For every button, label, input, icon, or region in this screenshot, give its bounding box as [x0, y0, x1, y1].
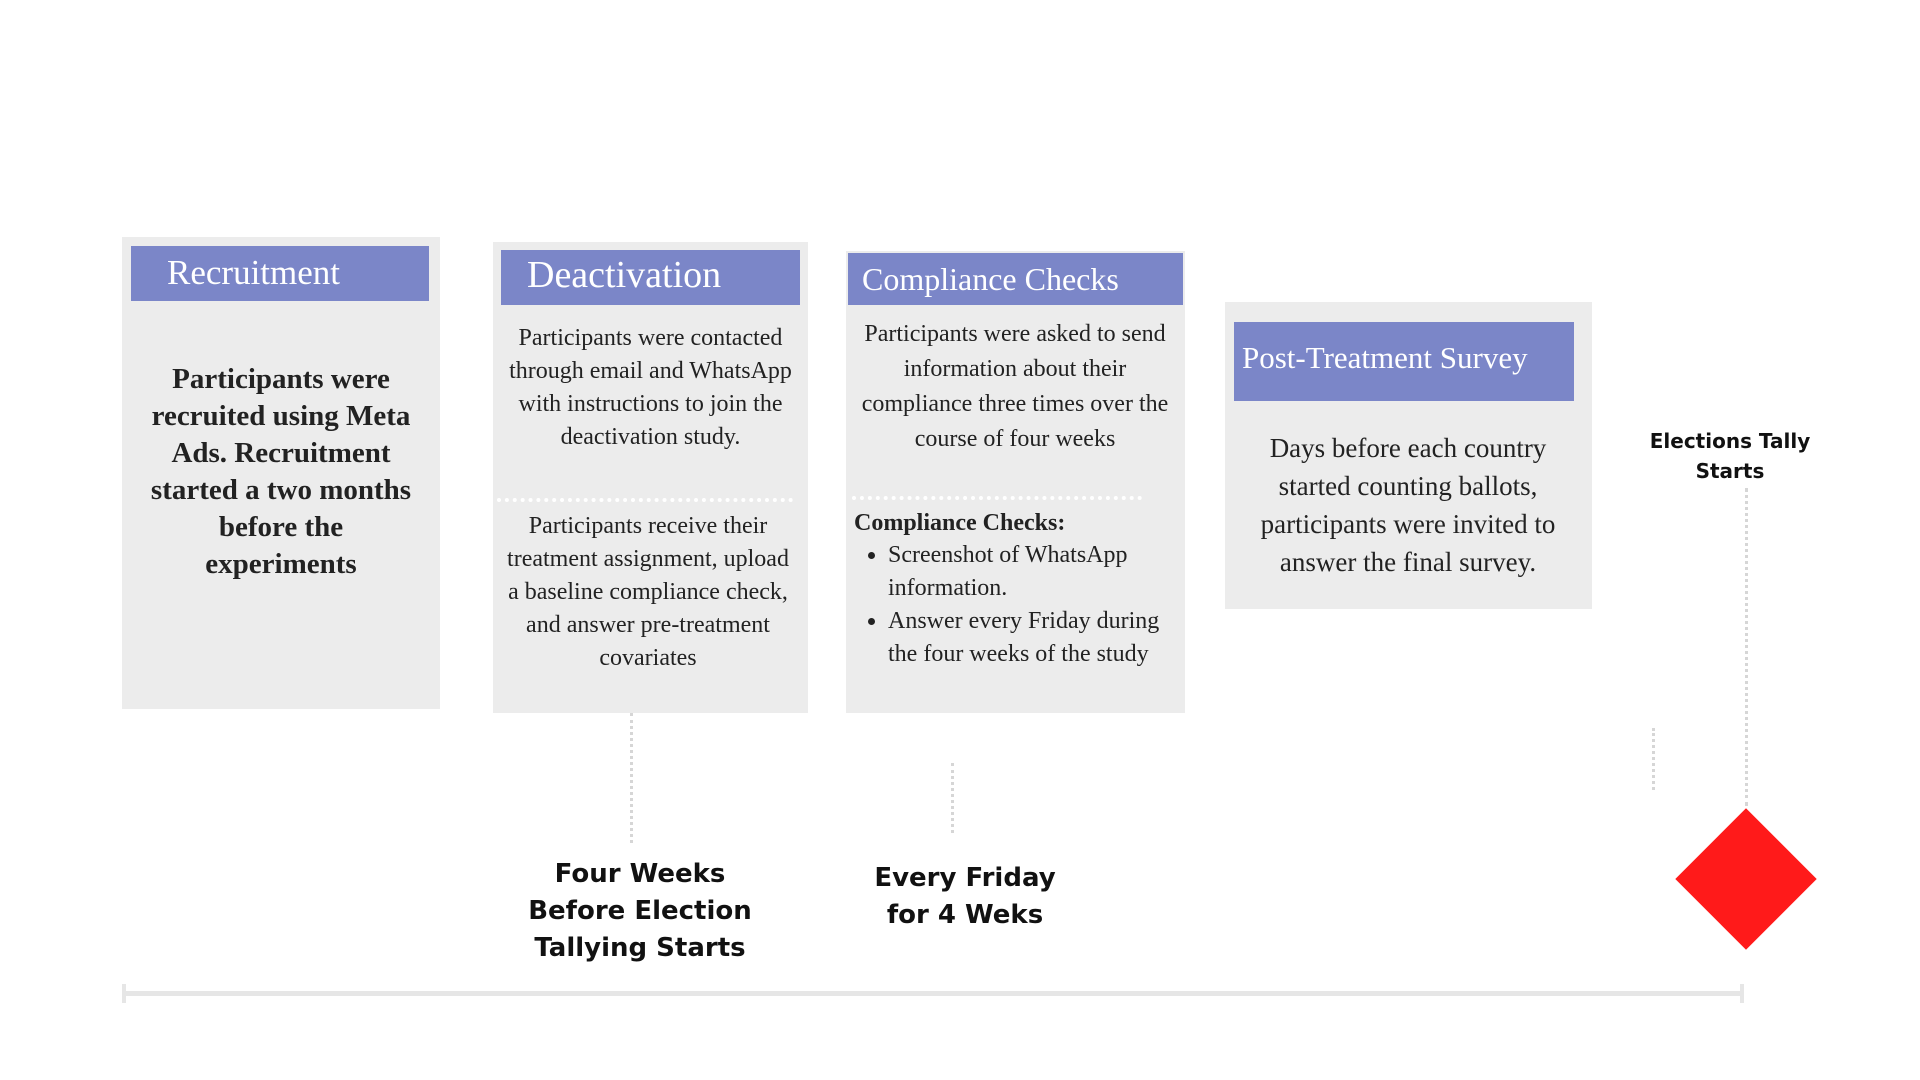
compliance-title: Compliance Checks	[848, 253, 1183, 305]
caption-compliance: Every Friday for 4 Weks	[874, 863, 1056, 930]
compliance-list: Screenshot of WhatsApp information. Answ…	[846, 539, 1166, 671]
post-survey-title: Post-Treatment Survey	[1234, 322, 1574, 401]
elections-tally-label: Elections Tally Starts	[1649, 429, 1811, 483]
compliance-list-heading: Compliance Checks:	[854, 510, 1066, 536]
compliance-list-item: Screenshot of WhatsApp information.	[888, 539, 1166, 605]
connector-post-survey	[1652, 728, 1655, 790]
timeline-axis	[123, 991, 1743, 996]
connector-marker	[1745, 488, 1748, 806]
deactivation-divider	[497, 498, 793, 502]
post-survey-body: Days before each country started countin…	[1260, 433, 1556, 577]
post-survey-card: Post-Treatment Survey Days before each c…	[1225, 302, 1592, 609]
recruitment-body: Participants were recruited using Meta A…	[150, 363, 412, 580]
deactivation-body-top: Participants were contacted through emai…	[509, 325, 792, 450]
elections-tally-marker-icon	[1675, 808, 1817, 950]
deactivation-title: Deactivation	[501, 250, 800, 305]
compliance-list-item: Answer every Friday during the four week…	[888, 605, 1166, 671]
connector-deactivation	[630, 713, 633, 843]
connector-compliance	[951, 763, 954, 833]
deactivation-card: Deactivation Participants were contacted…	[493, 242, 808, 713]
compliance-body-top: Participants were asked to send informat…	[861, 321, 1169, 452]
caption-deactivation: Four Weeks Before Election Tallying Star…	[528, 859, 752, 963]
compliance-divider	[852, 496, 1142, 500]
timeline-axis-end-tick	[1740, 984, 1744, 1003]
recruitment-title: Recruitment	[131, 246, 429, 301]
deactivation-body-bottom: Participants receive their treatment ass…	[507, 513, 789, 671]
recruitment-card: Recruitment Participants were recruited …	[122, 237, 440, 709]
timeline-axis-start-tick	[122, 984, 126, 1003]
compliance-card: Compliance Checks Participants were aske…	[846, 251, 1185, 713]
